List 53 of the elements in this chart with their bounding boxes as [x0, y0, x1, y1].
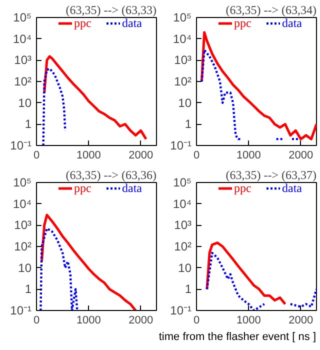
y-tick-label: 10⁻¹: [170, 304, 192, 318]
chart-title: (63,35) --> (63,37): [226, 168, 317, 182]
y-tick-label: 10⁻¹: [10, 138, 32, 152]
legend-label: data: [122, 182, 142, 196]
x-tick-label: 1000: [76, 314, 101, 326]
x-tick-label: 2000: [288, 314, 314, 326]
y-tick-label: 10⁴: [172, 32, 192, 46]
legend-label: ppc: [74, 182, 92, 196]
x-tick-label: 2000: [128, 150, 154, 162]
y-tick-label: 10⁴: [172, 196, 192, 211]
y-tick-label: 10²: [174, 240, 192, 254]
y-tick-label: 10⁵: [13, 10, 32, 24]
x-tick-label: 0: [193, 150, 200, 162]
y-tick-label: 10⁵: [173, 176, 192, 190]
chart-title: (63,35) --> (63,34): [226, 3, 317, 17]
x-tick-label: 1000: [76, 150, 101, 162]
x-tick-label: 2000: [288, 150, 314, 162]
y-tick-label: 10³: [174, 218, 192, 232]
y-tick-label: 10⁻¹: [170, 138, 192, 152]
x-tick-label: 0: [33, 314, 40, 326]
x-tick-label: 1000: [236, 314, 261, 326]
x-tick-label: 0: [33, 150, 40, 162]
y-tick-label: 10⁴: [12, 32, 32, 46]
text: ppc: [234, 182, 252, 196]
y-tick-label: 10: [18, 260, 32, 275]
y-tick-label: 10³: [174, 53, 192, 68]
legend-label: ppc: [74, 16, 92, 30]
x-tick-label: 2000: [128, 314, 154, 326]
legend-label: data: [282, 16, 302, 30]
y-tick-label: 10⁵: [173, 10, 192, 24]
legend-label: data: [282, 182, 302, 196]
y-tick-label: 10²: [14, 74, 32, 88]
y-tick-label: 10²: [174, 74, 192, 88]
legend-label: data: [122, 16, 142, 30]
y-tick-label: 10⁻¹: [10, 304, 32, 318]
text: ppc: [234, 16, 252, 30]
y-tick-label: 1: [24, 282, 32, 296]
chart-title: (63,35) --> (63,36): [66, 168, 157, 182]
y-tick-label: 1: [184, 117, 192, 132]
y-tick-label: 10: [178, 260, 192, 275]
x-axis-title: time from the flasher event [ ns ]: [158, 330, 316, 345]
x-tick-label: 1000: [236, 150, 261, 162]
y-tick-label: 10⁵: [13, 176, 32, 190]
y-tick-label: 10⁴: [12, 196, 32, 211]
x-tick-label: 0: [193, 314, 200, 326]
y-tick-label: 10²: [14, 240, 32, 254]
y-tick-label: 10³: [14, 53, 32, 68]
y-tick-label: 10: [18, 96, 32, 110]
y-tick-label: 1: [184, 282, 192, 296]
y-tick-label: 1: [24, 117, 32, 132]
chart-title: (63,35) --> (63,33): [66, 3, 157, 17]
y-tick-label: 10³: [14, 218, 32, 232]
y-tick-label: 10: [178, 96, 192, 110]
